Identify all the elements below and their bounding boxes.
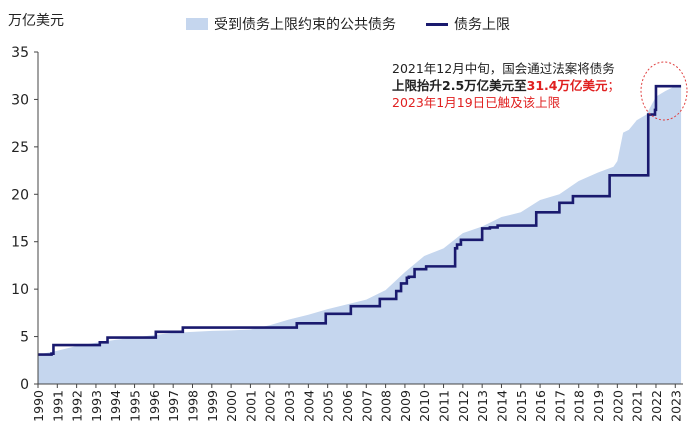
annotation: 2021年12月中旬，国会通过法案将债务 上限抬升2.5万亿美元至31.4万亿美… — [392, 60, 620, 111]
legend-item-debt-ceiling: 债务上限 — [426, 14, 510, 34]
x-tick-label: 1995 — [128, 390, 143, 422]
annotation-line-3: 2023年1月19日已触及该上限 — [392, 95, 561, 110]
x-tick-label: 2022 — [649, 390, 664, 422]
x-tick-label: 2006 — [340, 390, 355, 422]
x-tick-label: 1994 — [108, 390, 123, 422]
x-tick-label: 1999 — [205, 390, 220, 422]
x-tick-label: 1996 — [147, 390, 162, 422]
legend-item-public-debt: 受到债务上限约束的公共债务 — [186, 14, 396, 34]
x-tick-label: 2018 — [572, 390, 587, 422]
x-tick-label: 2011 — [437, 390, 452, 422]
y-tick-label: 25 — [11, 140, 29, 156]
y-tick-label: 15 — [11, 235, 29, 251]
area-layer — [38, 86, 682, 385]
annotation-line-2-b: 31.4万亿美元 — [526, 78, 608, 93]
y-tick-label: 10 — [11, 282, 29, 298]
highlight-circle — [640, 61, 688, 121]
x-tick-label: 1997 — [166, 390, 181, 422]
x-tick-label: 1998 — [185, 390, 200, 422]
annotation-line-2-a: 上限抬升2.5万亿美元至 — [392, 78, 527, 93]
x-tick-label: 2000 — [224, 390, 239, 422]
line-layer — [38, 84, 682, 356]
x-tick-label: 2015 — [514, 390, 529, 422]
y-tick-label: 30 — [11, 92, 29, 108]
x-tick-label: 2004 — [301, 390, 316, 422]
x-tick-label: 2001 — [243, 390, 258, 422]
y-tick-label: 5 — [20, 330, 29, 346]
legend: 受到债务上限约束的公共债务 债务上限 — [186, 14, 540, 34]
axis-layer: 0 5 10 15 20 25 30 35 1990 1991 1992 1993 1994 1995 19… — [11, 45, 683, 422]
area-public-debt — [38, 86, 682, 385]
x-tick-label: 2021 — [630, 390, 645, 422]
y-tick-label: 20 — [11, 187, 29, 203]
x-tick-label: 1991 — [50, 390, 65, 422]
legend-swatch-line — [426, 22, 448, 26]
x-tick-label: 1990 — [31, 390, 46, 422]
legend-label-public-debt: 受到债务上限约束的公共债务 — [214, 17, 396, 33]
x-tick-label: 2012 — [456, 390, 471, 422]
annotation-line-2: 上限抬升2.5万亿美元至31.4万亿美元； — [392, 77, 620, 94]
x-tick-label: 2023 — [668, 390, 683, 422]
x-tick-label: 2007 — [359, 390, 374, 422]
x-tick-label: 2020 — [610, 390, 625, 422]
x-tick-label: 1992 — [70, 390, 85, 422]
y-tick-label: 35 — [11, 45, 29, 61]
x-tick-label: 2009 — [398, 390, 413, 422]
line-debt-ceiling — [38, 84, 682, 356]
x-tick-label: 2003 — [282, 390, 297, 422]
y-axis-unit-label: 万亿美元 — [8, 13, 64, 29]
x-tick-label: 2017 — [552, 390, 567, 422]
legend-swatch-area — [186, 18, 208, 30]
x-tick-label: 2005 — [321, 390, 336, 422]
x-tick-label: 2016 — [533, 390, 548, 422]
x-tick-label: 2008 — [379, 390, 394, 422]
x-tick-label: 2013 — [475, 390, 490, 422]
x-tick-label: 2002 — [263, 390, 278, 422]
y-tick-label: 0 — [20, 377, 29, 393]
x-tick-label: 2010 — [417, 390, 432, 422]
x-tick-label: 2014 — [494, 390, 509, 422]
legend-label-debt-ceiling: 债务上限 — [454, 17, 510, 33]
x-tick-label: 2019 — [591, 390, 606, 422]
annotation-line-2-c: ； — [607, 78, 621, 93]
annotation-line-1: 2021年12月中旬，国会通过法案将债务 — [392, 61, 615, 76]
x-tick-label: 1993 — [89, 390, 104, 422]
